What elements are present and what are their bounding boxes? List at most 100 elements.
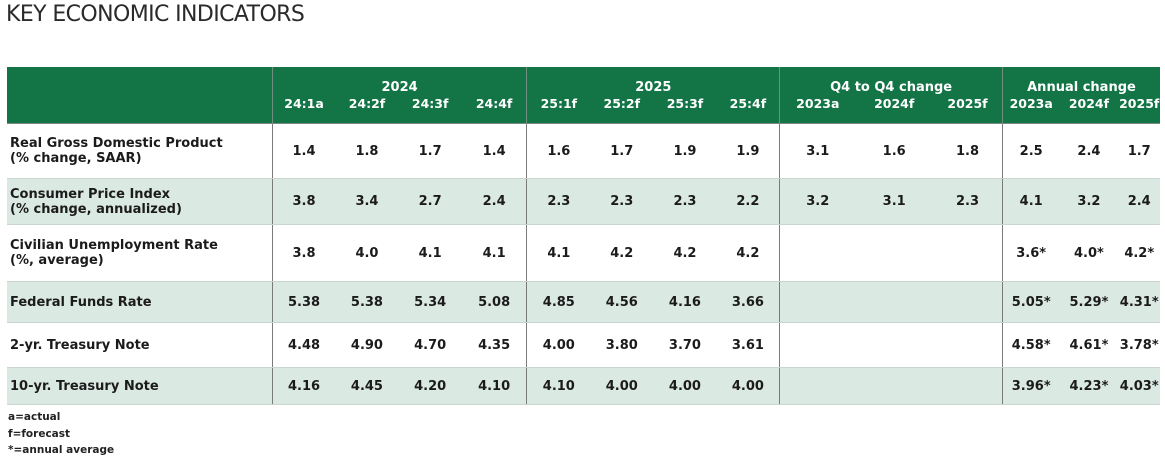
table-row: 10-yr. Treasury Note 4.16 4.45 4.20 4.10 4.10… xyxy=(7,367,1160,405)
cell-annual: 5.05* xyxy=(1001,281,1060,323)
footnote: a=actual xyxy=(8,411,61,423)
cell-q2025: 4.00 xyxy=(526,322,591,368)
header-group-row: 2024 2025 Q4 to Q4 change Annual change xyxy=(7,67,1160,96)
indicators-table: 2024 2025 Q4 to Q4 change Annual change … xyxy=(7,67,1160,405)
header-corner xyxy=(7,67,273,96)
cell-q2025: 4.2 xyxy=(716,224,780,282)
cell-annual: 4.58* xyxy=(1001,322,1060,368)
cell-q2024: 1.8 xyxy=(335,123,399,179)
cell-q2025: 4.1 xyxy=(526,224,591,282)
cell-q4q4 xyxy=(933,224,1003,282)
cell-q2024: 5.34 xyxy=(398,281,462,323)
row-label-unit: (%, average) xyxy=(10,253,104,268)
group-header-2025: 2025 xyxy=(526,67,780,96)
row-label-unit: (% change, SAAR) xyxy=(10,151,142,166)
col-header: 2025f xyxy=(1119,96,1160,111)
col-header: 24:2f xyxy=(348,96,386,111)
cell-q2024: 4.1 xyxy=(398,224,462,282)
cell-q2024: 4.35 xyxy=(461,322,527,368)
col-header: 24:3f xyxy=(411,96,449,111)
cell-q2024: 4.20 xyxy=(398,367,462,405)
row-label-name: Real Gross Domestic Product xyxy=(10,136,223,151)
cell-annual: 4.03* xyxy=(1118,367,1160,405)
col-header: 2024f xyxy=(874,96,915,111)
table-row: Real Gross Domestic Product (% change, SA… xyxy=(7,123,1160,179)
cell-q2024: 4.45 xyxy=(335,367,399,405)
cell-q2024: 4.10 xyxy=(461,367,527,405)
cell-q2025: 3.61 xyxy=(716,322,780,368)
cell-q2024: 4.16 xyxy=(271,367,336,405)
header-column-row: 24:1a 24:2f 24:3f 24:4f 25:1f 25:2f 25:3… xyxy=(7,96,1160,124)
cell-q2025: 4.2 xyxy=(590,224,654,282)
cell-annual: 4.31* xyxy=(1118,281,1160,323)
indicators-body: Real Gross Domestic Product (% change, SA… xyxy=(7,123,1160,405)
row-label: Federal Funds Rate xyxy=(7,281,273,323)
cell-annual: 3.6* xyxy=(1001,224,1060,282)
cell-q4q4: 1.6 xyxy=(855,123,934,179)
cell-annual: 4.23* xyxy=(1059,367,1119,405)
cell-q2025: 2.3 xyxy=(590,178,654,225)
cell-q2024: 3.8 xyxy=(271,178,336,225)
cell-q2024: 2.7 xyxy=(398,178,462,225)
cell-q2024: 1.4 xyxy=(271,123,336,179)
cell-q2025: 1.9 xyxy=(653,123,717,179)
col-header: 24:1a xyxy=(271,96,336,124)
row-label-name: 2-yr. Treasury Note xyxy=(10,337,150,353)
table-row: Consumer Price Index (% change, annualize… xyxy=(7,178,1160,225)
col-header: 25:3f xyxy=(666,96,704,111)
cell-annual: 4.2* xyxy=(1118,224,1160,282)
row-label: Real Gross Domestic Product (% change, SA… xyxy=(7,123,273,179)
cell-q4q4 xyxy=(779,322,856,368)
row-label-name: Consumer Price Index xyxy=(10,186,171,202)
cell-q2025: 4.00 xyxy=(653,367,717,405)
cell-q2025: 4.16 xyxy=(653,281,717,323)
row-label: 2-yr. Treasury Note xyxy=(7,322,273,368)
cell-annual: 3.96* xyxy=(1001,367,1060,405)
cell-q4q4: 3.1 xyxy=(779,123,856,179)
cell-q2024: 5.08 xyxy=(461,281,527,323)
cell-q2025: 3.70 xyxy=(653,322,717,368)
row-label-name: 10-yr. Treasury Note xyxy=(10,378,159,394)
cell-q4q4 xyxy=(779,224,856,282)
cell-q2025: 2.3 xyxy=(526,178,591,225)
cell-q4q4: 3.1 xyxy=(855,178,934,225)
col-header: 25:1f xyxy=(526,96,591,124)
cell-q4q4: 3.2 xyxy=(779,178,856,225)
cell-q2025: 4.00 xyxy=(716,367,780,405)
cell-q4q4 xyxy=(779,281,856,323)
group-header-q4-to-q4: Q4 to Q4 change xyxy=(779,67,1003,96)
col-header: 2023a xyxy=(779,96,856,124)
cell-q2025: 3.66 xyxy=(716,281,780,323)
group-header-2024: 2024 xyxy=(271,67,527,96)
cell-q4q4 xyxy=(779,367,856,405)
cell-q2024: 1.4 xyxy=(461,123,527,179)
col-header: 2023a xyxy=(1001,96,1060,124)
cell-q2024: 3.8 xyxy=(271,224,336,282)
footnote: *=annual average xyxy=(8,444,115,456)
row-label: 10-yr. Treasury Note xyxy=(7,367,273,405)
header-corner-lower xyxy=(7,96,273,124)
cell-q2024: 2.4 xyxy=(461,178,527,225)
cell-q2025: 4.85 xyxy=(526,281,591,323)
row-label-unit: (% change, annualized) xyxy=(10,201,182,217)
row-label-name: Federal Funds Rate xyxy=(10,294,152,310)
cell-q4q4 xyxy=(933,281,1003,323)
group-header-annual: Annual change xyxy=(1001,67,1160,96)
col-header: 25:4f xyxy=(729,96,767,111)
cell-q4q4: 2.3 xyxy=(933,178,1003,225)
cell-q2025: 4.00 xyxy=(590,367,654,405)
cell-q2024: 1.7 xyxy=(398,123,462,179)
cell-q2025: 4.2 xyxy=(653,224,717,282)
col-header: 25:2f xyxy=(603,96,641,111)
cell-q2024: 4.70 xyxy=(398,322,462,368)
col-header: 2025f xyxy=(947,96,988,111)
table-row: Civilian Unemployment Rate (%, average) 3.… xyxy=(7,224,1160,282)
cell-q4q4: 1.8 xyxy=(933,123,1003,179)
cell-annual: 2.4 xyxy=(1059,123,1119,179)
cell-q2024: 4.48 xyxy=(271,322,336,368)
cell-q4q4 xyxy=(855,367,934,405)
cell-annual: 4.61* xyxy=(1059,322,1119,368)
cell-annual: 4.0* xyxy=(1059,224,1119,282)
cell-q2024: 4.90 xyxy=(335,322,399,368)
cell-annual: 2.4 xyxy=(1118,178,1160,225)
